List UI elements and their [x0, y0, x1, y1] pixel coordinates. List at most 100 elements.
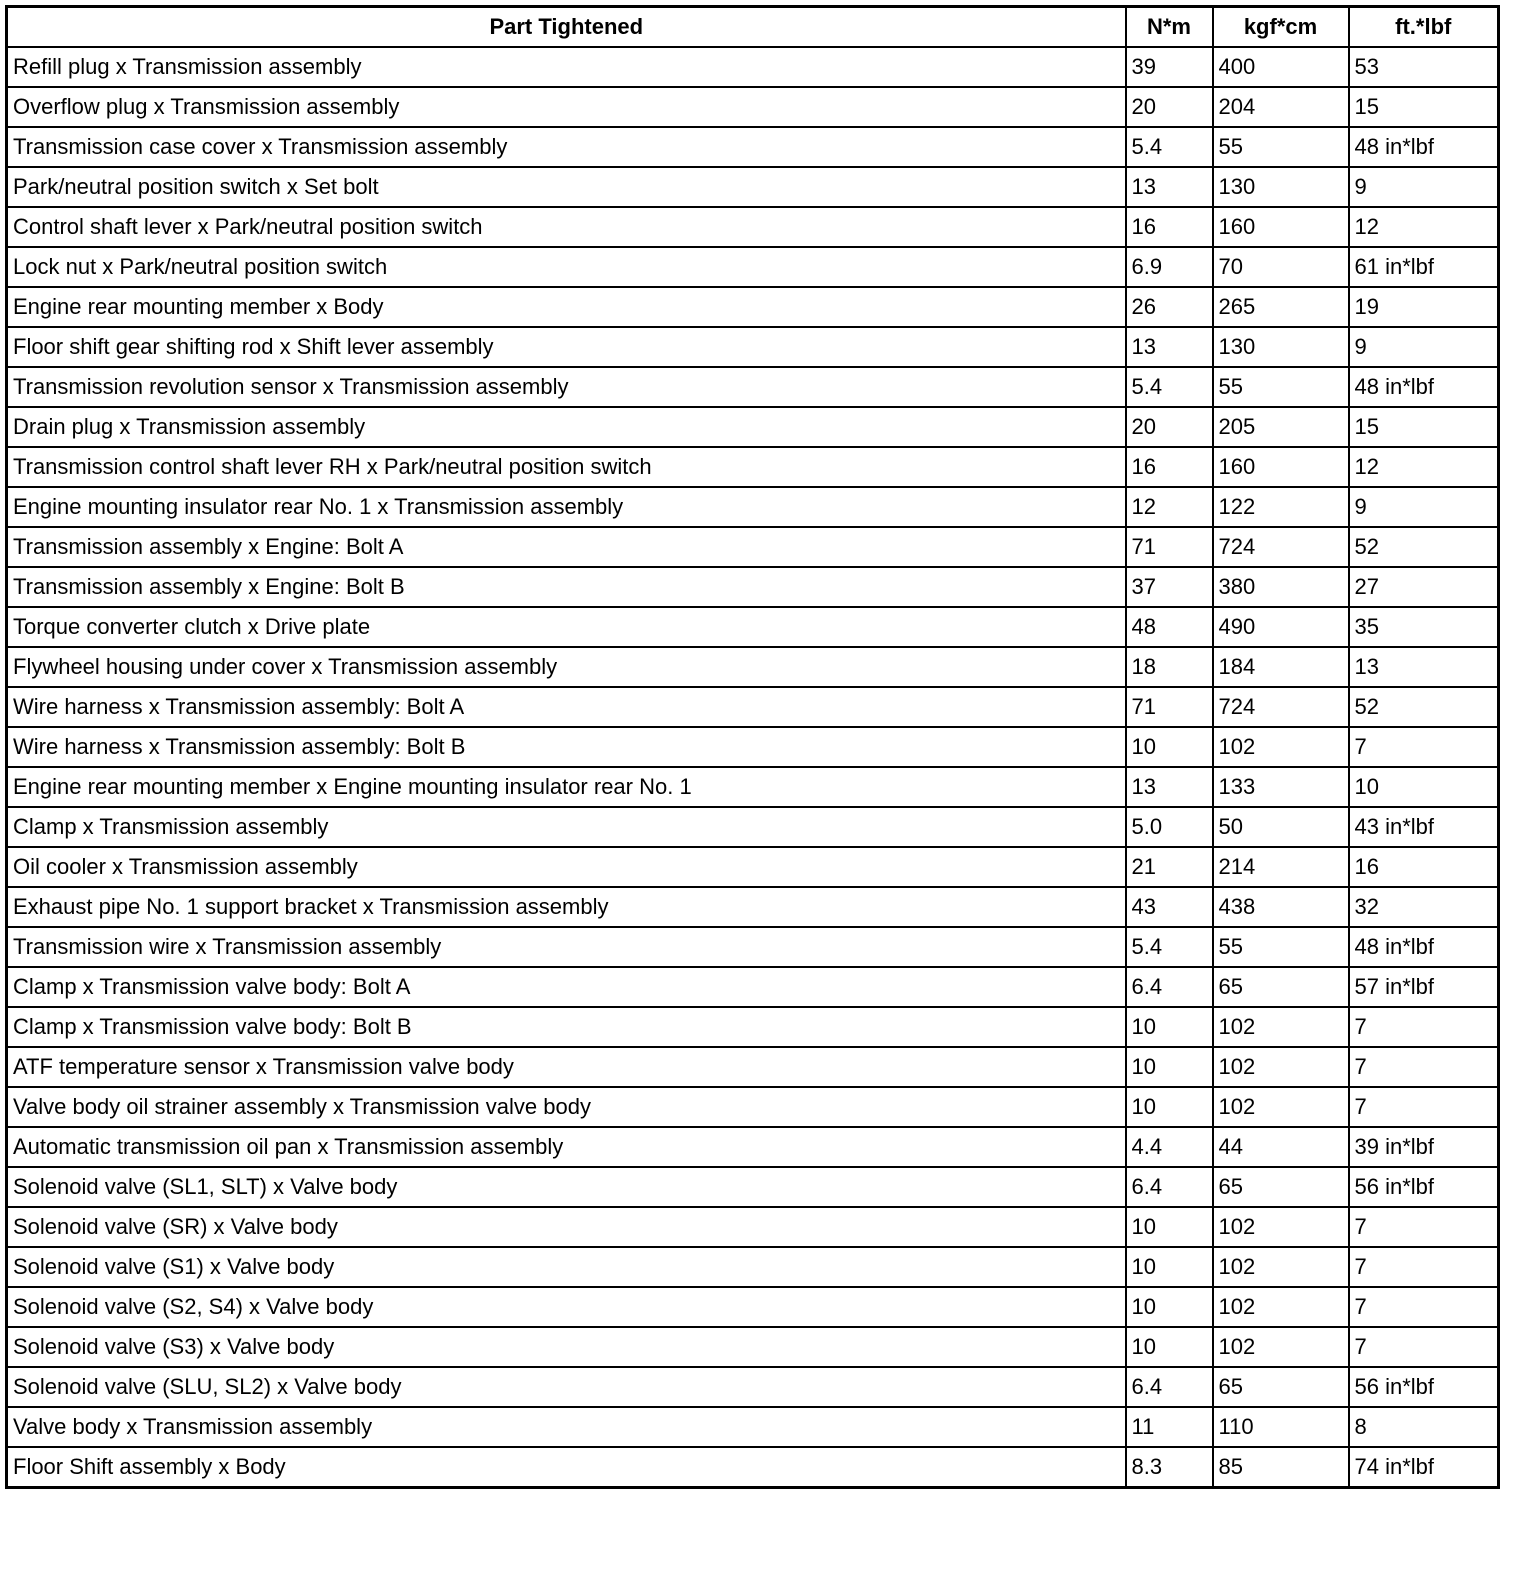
- part-cell: Transmission case cover x Transmission a…: [5, 126, 1127, 168]
- part-cell: Drain plug x Transmission assembly: [5, 406, 1127, 448]
- kgfcm-cell: 133: [1211, 766, 1350, 808]
- part-cell: Transmission assembly x Engine: Bolt B: [5, 566, 1127, 608]
- part-cell: Control shaft lever x Park/neutral posit…: [5, 206, 1127, 248]
- table-row: Floor Shift assembly x Body 8.3 85 74 in*lb…: [5, 1446, 1500, 1489]
- part-cell: Clamp x Transmission valve body: Bolt B: [5, 1006, 1127, 1048]
- ftlbf-cell: 12: [1347, 446, 1500, 488]
- nm-cell: 39: [1124, 46, 1214, 88]
- kgfcm-cell: 70: [1211, 246, 1350, 288]
- ftlbf-cell: 48 in*lbf: [1347, 126, 1500, 168]
- ftlbf-cell: 32: [1347, 886, 1500, 928]
- kgfcm-cell: 102: [1211, 1246, 1350, 1288]
- table-row: Engine mounting insulator rear No. 1 x T…: [5, 486, 1500, 528]
- part-cell: Solenoid valve (S2, S4) x Valve body: [5, 1286, 1127, 1328]
- ftlbf-cell: 27: [1347, 566, 1500, 608]
- part-cell: Exhaust pipe No. 1 support bracket x Tra…: [5, 886, 1127, 928]
- part-cell: ATF temperature sensor x Transmission va…: [5, 1046, 1127, 1088]
- kgfcm-cell: 44: [1211, 1126, 1350, 1168]
- nm-cell: 21: [1124, 846, 1214, 888]
- kgfcm-cell: 214: [1211, 846, 1350, 888]
- nm-cell: 10: [1124, 1246, 1214, 1288]
- part-cell: Oil cooler x Transmission assembly: [5, 846, 1127, 888]
- table-row: Transmission assembly x Engine: Bolt A 71…: [5, 526, 1500, 568]
- kgfcm-cell: 160: [1211, 446, 1350, 488]
- table-row: Torque converter clutch x Drive plate 48 4…: [5, 606, 1500, 648]
- ftlbf-cell: 57 in*lbf: [1347, 966, 1500, 1008]
- table-row: Oil cooler x Transmission assembly 21 214 1…: [5, 846, 1500, 888]
- kgfcm-cell: 130: [1211, 326, 1350, 368]
- ftlbf-cell: 9: [1347, 486, 1500, 528]
- kgfcm-cell: 184: [1211, 646, 1350, 688]
- ftlbf-cell: 74 in*lbf: [1347, 1446, 1500, 1489]
- ftlbf-cell: 35: [1347, 606, 1500, 648]
- part-cell: Flywheel housing under cover x Transmiss…: [5, 646, 1127, 688]
- torque-spec-table: Part Tightened N*m kgf*cm ft.*lbf Refill…: [5, 5, 1500, 1489]
- part-cell: Park/neutral position switch x Set bolt: [5, 166, 1127, 208]
- header-nm: N*m: [1124, 5, 1214, 48]
- table-row: Solenoid valve (S3) x Valve body 10 102 7: [5, 1326, 1500, 1368]
- nm-cell: 43: [1124, 886, 1214, 928]
- part-cell: Transmission wire x Transmission assembl…: [5, 926, 1127, 968]
- table-row: Solenoid valve (SR) x Valve body 10 102 7: [5, 1206, 1500, 1248]
- nm-cell: 37: [1124, 566, 1214, 608]
- table-row: Flywheel housing under cover x Transmiss…: [5, 646, 1500, 688]
- ftlbf-cell: 7: [1347, 726, 1500, 768]
- table-row: Transmission assembly x Engine: Bolt B 37…: [5, 566, 1500, 608]
- ftlbf-cell: 15: [1347, 406, 1500, 448]
- table-row: Transmission wire x Transmission assembl…: [5, 926, 1500, 968]
- ftlbf-cell: 10: [1347, 766, 1500, 808]
- ftlbf-cell: 56 in*lbf: [1347, 1366, 1500, 1408]
- nm-cell: 20: [1124, 406, 1214, 448]
- nm-cell: 6.4: [1124, 1166, 1214, 1208]
- kgfcm-cell: 102: [1211, 1206, 1350, 1248]
- kgfcm-cell: 102: [1211, 726, 1350, 768]
- table-row: Wire harness x Transmission assembly: Bo…: [5, 686, 1500, 728]
- part-cell: Transmission assembly x Engine: Bolt A: [5, 526, 1127, 568]
- table-row: Automatic transmission oil pan x Transmi…: [5, 1126, 1500, 1168]
- part-cell: Valve body oil strainer assembly x Trans…: [5, 1086, 1127, 1128]
- nm-cell: 5.4: [1124, 126, 1214, 168]
- table-row: Valve body x Transmission assembly 11 110 8: [5, 1406, 1500, 1448]
- kgfcm-cell: 50: [1211, 806, 1350, 848]
- part-cell: Transmission revolution sensor x Transmi…: [5, 366, 1127, 408]
- table-row: Solenoid valve (S1) x Valve body 10 102 7: [5, 1246, 1500, 1288]
- nm-cell: 11: [1124, 1406, 1214, 1448]
- part-cell: Torque converter clutch x Drive plate: [5, 606, 1127, 648]
- table-row: Solenoid valve (SL1, SLT) x Valve body 6.…: [5, 1166, 1500, 1208]
- ftlbf-cell: 52: [1347, 686, 1500, 728]
- kgfcm-cell: 55: [1211, 366, 1350, 408]
- part-cell: Floor Shift assembly x Body: [5, 1446, 1127, 1489]
- part-cell: Engine rear mounting member x Engine mou…: [5, 766, 1127, 808]
- kgfcm-cell: 205: [1211, 406, 1350, 448]
- ftlbf-cell: 19: [1347, 286, 1500, 328]
- table-row: Transmission revolution sensor x Transmi…: [5, 366, 1500, 408]
- part-cell: Solenoid valve (SL1, SLT) x Valve body: [5, 1166, 1127, 1208]
- kgfcm-cell: 204: [1211, 86, 1350, 128]
- ftlbf-cell: 9: [1347, 166, 1500, 208]
- kgfcm-cell: 102: [1211, 1046, 1350, 1088]
- nm-cell: 71: [1124, 526, 1214, 568]
- ftlbf-cell: 61 in*lbf: [1347, 246, 1500, 288]
- kgfcm-cell: 65: [1211, 966, 1350, 1008]
- nm-cell: 13: [1124, 166, 1214, 208]
- kgfcm-cell: 724: [1211, 526, 1350, 568]
- part-cell: Automatic transmission oil pan x Transmi…: [5, 1126, 1127, 1168]
- nm-cell: 10: [1124, 1086, 1214, 1128]
- kgfcm-cell: 130: [1211, 166, 1350, 208]
- nm-cell: 12: [1124, 486, 1214, 528]
- part-cell: Solenoid valve (SLU, SL2) x Valve body: [5, 1366, 1127, 1408]
- nm-cell: 5.0: [1124, 806, 1214, 848]
- nm-cell: 20: [1124, 86, 1214, 128]
- nm-cell: 10: [1124, 1006, 1214, 1048]
- part-cell: Overflow plug x Transmission assembly: [5, 86, 1127, 128]
- nm-cell: 10: [1124, 1046, 1214, 1088]
- part-cell: Solenoid valve (SR) x Valve body: [5, 1206, 1127, 1248]
- ftlbf-cell: 52: [1347, 526, 1500, 568]
- part-cell: Floor shift gear shifting rod x Shift le…: [5, 326, 1127, 368]
- part-cell: Lock nut x Park/neutral position switch: [5, 246, 1127, 288]
- nm-cell: 4.4: [1124, 1126, 1214, 1168]
- table-row: Engine rear mounting member x Body 26 265 1…: [5, 286, 1500, 328]
- table-row: ATF temperature sensor x Transmission va…: [5, 1046, 1500, 1088]
- nm-cell: 13: [1124, 766, 1214, 808]
